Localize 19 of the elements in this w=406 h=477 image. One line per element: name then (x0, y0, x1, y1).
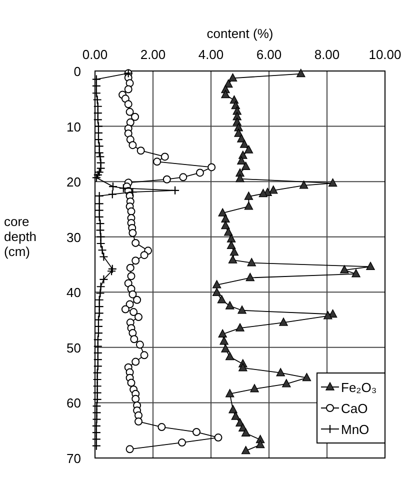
y-tick-label: 40 (66, 285, 81, 300)
y-tick-label: 30 (66, 230, 81, 245)
legend-label: Fe₂O₃ (341, 380, 377, 395)
y-tick-label: 20 (66, 174, 81, 190)
x-tick-label: 10.00 (368, 47, 402, 62)
x-tick-label: 2.00 (140, 47, 166, 62)
x-tick-label: 8.00 (314, 47, 340, 62)
legend-label: MnO (341, 422, 370, 437)
legend-label: CaO (341, 401, 368, 416)
y-tick-label: 50 (66, 340, 81, 356)
y-axis-title: core depth (cm) (4, 214, 37, 259)
y-tick-label: 10 (66, 119, 81, 134)
x-axis-title: content (%) (206, 26, 274, 41)
y-tick-label: 0 (74, 64, 81, 79)
x-tick-label: 0.00 (82, 47, 108, 62)
x-tick-label: 4.00 (198, 47, 224, 62)
y-tick-label: 60 (66, 396, 81, 411)
y-tick-label: 70 (66, 451, 81, 466)
x-tick-label: 6.00 (256, 47, 282, 62)
